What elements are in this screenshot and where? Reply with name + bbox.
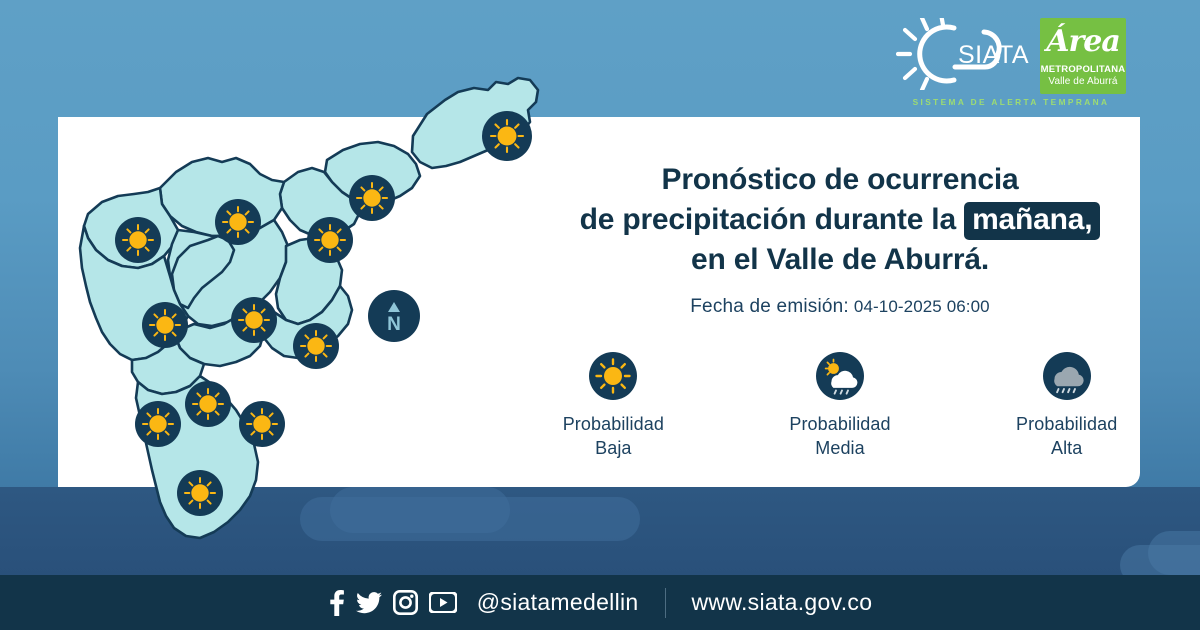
emission-date-row: Fecha de emisión: 04-10-2025 06:00 [540,296,1140,318]
legend-label-baja: Probabilidad Baja [540,412,687,460]
map-marker-girardota[interactable] [349,175,395,221]
forecast-content: Pronóstico de ocurrencia de precipitació… [540,160,1140,460]
legend-label-alta: Probabilidad Alta [993,412,1140,460]
headline: Pronóstico de ocurrencia de precipitació… [540,160,1140,280]
legend-label-media-line1: Probabilidad [789,414,891,434]
sun-icon [231,297,277,343]
headline-line-1: Pronóstico de ocurrencia [661,163,1019,196]
map-marker-bello[interactable] [115,217,161,263]
facebook-icon[interactable] [328,589,345,616]
social-links [328,589,457,616]
legend-item-alta: Probabilidad Alta [993,352,1140,460]
svg-text:SIATA: SIATA [958,41,1029,69]
instagram-icon[interactable] [392,590,418,615]
area-logo-line2: Valle de Aburrá [1048,76,1118,87]
compass-north-icon: N [368,290,420,342]
headline-line-2-prefix: de precipitación durante la [579,203,957,236]
sun-icon [185,381,231,427]
sun-icon [349,175,395,221]
sun-icon [239,401,285,447]
sun-behind-rain-cloud-icon [816,352,864,400]
sun-icon [589,352,638,400]
legend-label-media: Probabilidad Media [767,412,914,460]
emission-date-value: 04-10-2025 06:00 [853,297,990,316]
compass-label: N [387,314,401,335]
map-marker-caldas-north[interactable] [239,401,285,447]
probability-legend: Probabilidad Baja [540,352,1140,460]
cloud-decoration-left-puff [330,487,510,533]
headline-line-3: en el Valle de Aburrá. [691,243,989,276]
area-logo-line1: METROPOLITANA [1040,64,1126,75]
map-marker-barbosa[interactable] [482,111,532,161]
website-url[interactable]: www.siata.gov.co [691,589,873,615]
map-marker-sabaneta[interactable] [185,381,231,427]
legend-label-media-line2: Media [815,438,865,458]
sun-icon [215,199,261,245]
youtube-icon[interactable] [428,592,457,613]
headline-highlight: mañana, [964,202,1101,240]
map-marker-copacabana[interactable] [307,217,353,263]
valle-de-aburra-map: N [60,40,540,570]
sun-icon [115,217,161,263]
municipality-medellin-lobe [170,234,236,310]
legend-item-media: Probabilidad Media [767,352,914,460]
map-marker-medellin[interactable] [231,297,277,343]
cloud-decoration-right-puff [1148,531,1200,575]
map-marker-envigado[interactable] [293,323,339,369]
sun-icon [177,470,223,516]
area-logo-script: Área [1046,24,1121,59]
twitter-icon[interactable] [355,591,382,614]
sun-icon [482,111,532,161]
legend-label-alta-line2: Alta [1050,438,1083,458]
map-marker-caldas[interactable] [177,470,223,516]
legend-label-baja-line2: Baja [595,438,632,458]
headline-line-2: de precipitación durante la mañana, [540,200,1140,240]
legend-label-baja-line1: Probabilidad [562,414,664,434]
emission-date-label: Fecha de emisión: [690,296,849,317]
rain-cloud-icon [1042,352,1091,400]
legend-label-alta-line1: Probabilidad [1016,414,1118,434]
footer: @siatamedellin www.siata.gov.co [0,575,1200,630]
footer-divider [664,587,666,618]
map-marker-la-estrella[interactable] [135,401,181,447]
siata-logo: SIATA [895,11,1036,93]
area-metropolitana-logo: Área METROPOLITANA Valle de Aburrá [1040,18,1126,94]
siata-tagline: SISTEMA DE ALERTA TEMPRANA [912,97,1110,107]
logo-group: SIATA Área METROPOLITANA Valle de Aburrá… [895,11,1126,110]
sun-icon [142,302,188,348]
municipality-barbosa [410,76,540,170]
sun-icon [135,401,181,447]
sun-icon [293,323,339,369]
compass-rose: N [368,290,420,342]
legend-item-baja: Probabilidad Baja [540,352,687,460]
map-marker-itagui[interactable] [142,302,188,348]
sun-icon [307,217,353,263]
sun-cloud-logo-icon: SIATA [895,11,1029,93]
municipality-copacabana [278,166,362,238]
map-marker-san-pedro[interactable] [215,199,261,245]
social-handle[interactable]: @siatamedellin [476,589,639,615]
